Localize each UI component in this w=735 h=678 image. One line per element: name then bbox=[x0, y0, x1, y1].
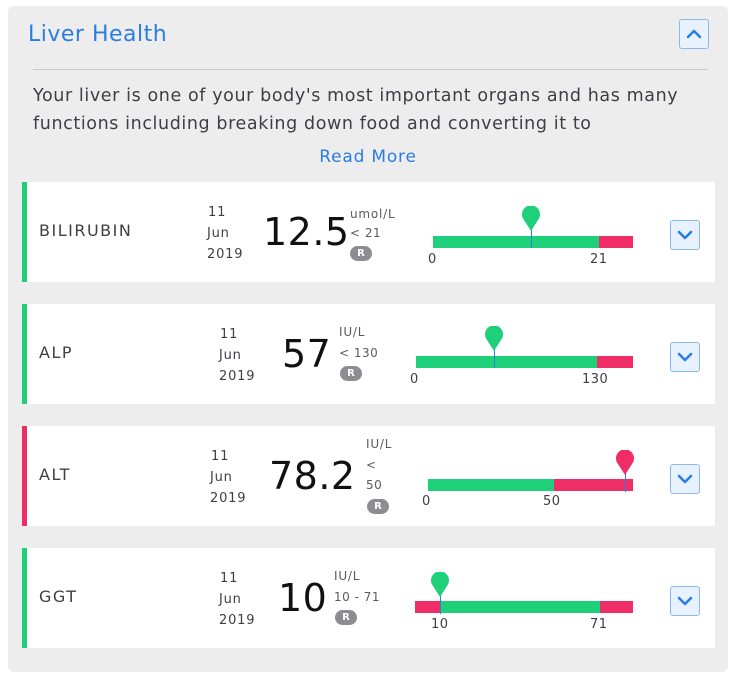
date-day: 11 bbox=[208, 205, 227, 220]
divider bbox=[33, 69, 708, 70]
test-card-bilirubin: BILIRUBIN 11 Jun 2019 12.5 umol/L < 21 R… bbox=[22, 182, 715, 282]
date-month: Jun bbox=[219, 348, 242, 363]
test-unit: umol/L bbox=[350, 207, 396, 221]
test-unit: IU/L bbox=[334, 569, 361, 583]
range-bar-high bbox=[599, 236, 633, 248]
liver-health-panel: Liver Health Your liver is one of your b… bbox=[8, 6, 728, 672]
expand-button[interactable] bbox=[670, 220, 700, 250]
test-value: 10 bbox=[278, 576, 328, 620]
range-tick-high: 21 bbox=[590, 252, 608, 267]
value-marker-line bbox=[440, 594, 441, 614]
range-tick-low: 0 bbox=[422, 494, 431, 509]
chevron-down-icon bbox=[677, 352, 693, 362]
section-title: Liver Health bbox=[28, 22, 168, 47]
reference-badge[interactable]: R bbox=[367, 499, 389, 514]
reference-badge[interactable]: R bbox=[340, 366, 362, 381]
expand-button[interactable] bbox=[670, 586, 700, 616]
test-date: 11 Jun 2019 bbox=[210, 446, 246, 509]
date-month: Jun bbox=[210, 470, 233, 485]
range-bar-high bbox=[554, 479, 633, 491]
reference-range: < 130 bbox=[339, 346, 379, 360]
map-pin-icon bbox=[522, 206, 540, 231]
test-value: 57 bbox=[282, 332, 332, 376]
test-name: ALP bbox=[39, 343, 74, 362]
test-card-alt: ALT 11 Jun 2019 78.2 IU/L < 50 R 0 50 bbox=[22, 426, 715, 526]
test-date: 11 Jun 2019 bbox=[219, 568, 255, 631]
test-card-alp: ALP 11 Jun 2019 57 IU/L < 130 R 0 130 bbox=[22, 304, 715, 404]
expand-button[interactable] bbox=[670, 464, 700, 494]
date-year: 2019 bbox=[210, 491, 247, 506]
test-name: GGT bbox=[39, 587, 78, 606]
test-unit: IU/L bbox=[339, 325, 366, 339]
range-bar-normal bbox=[416, 356, 597, 368]
chevron-down-icon bbox=[677, 230, 693, 240]
range-tick-low: 10 bbox=[431, 617, 449, 632]
reference-range-line2: 50 bbox=[366, 478, 383, 492]
reference-range: < 21 bbox=[350, 226, 382, 240]
value-marker-line bbox=[625, 472, 626, 492]
range-tick-high: 50 bbox=[543, 494, 561, 509]
test-value: 12.5 bbox=[263, 210, 350, 254]
range-bar-high bbox=[597, 356, 633, 368]
range-tick-high: 130 bbox=[582, 372, 609, 387]
range-bar-normal bbox=[440, 601, 600, 613]
date-day: 11 bbox=[211, 449, 230, 464]
range-tick-high: 71 bbox=[590, 617, 608, 632]
value-marker-line bbox=[531, 228, 532, 248]
test-card-ggt: GGT 11 Jun 2019 10 IU/L 10 - 71 R 10 71 bbox=[22, 548, 715, 648]
test-date: 11 Jun 2019 bbox=[207, 202, 243, 265]
date-month: Jun bbox=[207, 226, 230, 241]
date-day: 11 bbox=[220, 327, 239, 342]
range-bar-high bbox=[600, 601, 633, 613]
expand-button[interactable] bbox=[670, 342, 700, 372]
test-name: BILIRUBIN bbox=[39, 221, 133, 240]
range-tick-low: 0 bbox=[428, 252, 437, 267]
test-date: 11 Jun 2019 bbox=[219, 324, 255, 387]
map-pin-icon bbox=[616, 450, 634, 475]
date-day: 11 bbox=[220, 571, 239, 586]
test-unit: IU/L bbox=[366, 437, 393, 451]
map-pin-icon bbox=[485, 326, 503, 351]
date-year: 2019 bbox=[207, 247, 244, 262]
chevron-up-icon bbox=[686, 29, 702, 39]
range-tick-low: 0 bbox=[410, 372, 419, 387]
date-year: 2019 bbox=[219, 369, 256, 384]
reference-badge[interactable]: R bbox=[350, 246, 372, 261]
range-bar-normal bbox=[433, 236, 599, 248]
range-bar-low bbox=[415, 601, 440, 613]
reference-range: 10 - 71 bbox=[334, 590, 380, 604]
map-pin-icon bbox=[431, 572, 449, 597]
test-name: ALT bbox=[39, 465, 71, 484]
range-bar-normal bbox=[428, 479, 554, 491]
intro-text: Your liver is one of your body's most im… bbox=[33, 86, 679, 134]
reference-range-line1: < bbox=[366, 458, 377, 472]
reference-badge[interactable]: R bbox=[335, 610, 357, 625]
chevron-down-icon bbox=[677, 596, 693, 606]
value-marker-line bbox=[494, 348, 495, 368]
date-month: Jun bbox=[219, 592, 242, 607]
collapse-button[interactable] bbox=[679, 19, 709, 49]
date-year: 2019 bbox=[219, 613, 256, 628]
read-more-link[interactable]: Read More bbox=[319, 147, 417, 167]
test-value: 78.2 bbox=[269, 454, 356, 498]
chevron-down-icon bbox=[677, 474, 693, 484]
